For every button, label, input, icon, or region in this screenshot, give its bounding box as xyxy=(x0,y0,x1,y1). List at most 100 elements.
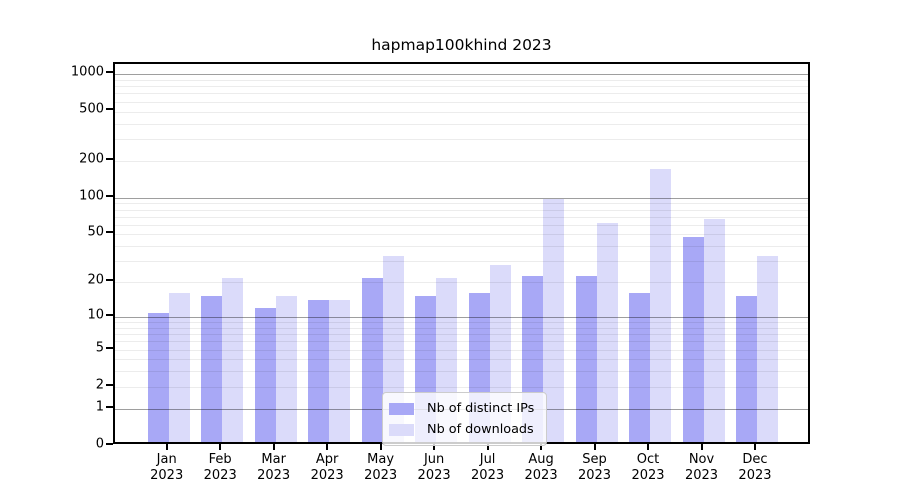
bar-distinct-ips-jan xyxy=(147,313,169,442)
x-tick-label-oct: Oct 2023 xyxy=(631,452,665,483)
grid-layer xyxy=(115,64,808,442)
y-tick-mark xyxy=(106,231,113,234)
x-tick-label-sep: Sep 2023 xyxy=(577,452,612,483)
y-tick-mark xyxy=(106,157,113,160)
bar-downloads-aug xyxy=(543,199,565,442)
gridline-minor xyxy=(115,322,808,324)
x-tick-label-jun: Jun 2023 xyxy=(417,452,451,483)
gridline-minor xyxy=(115,209,808,211)
y-tick-label: 500 xyxy=(79,101,104,117)
y-tick-mark xyxy=(106,346,113,349)
y-tick-label: 1000 xyxy=(70,64,104,80)
x-tick-label-nov: Nov 2023 xyxy=(684,452,719,483)
x-tick-mark xyxy=(647,444,650,450)
gridline-minor xyxy=(115,246,808,248)
x-tick-label-mar: Mar 2023 xyxy=(257,452,291,483)
y-tick-label: 20 xyxy=(87,272,104,288)
y-tick-mark xyxy=(106,279,113,282)
y-tick-mark xyxy=(106,383,113,386)
legend-row: Nb of downloads xyxy=(389,419,534,440)
gridline-major xyxy=(115,74,808,76)
x-tick-label-apr: Apr 2023 xyxy=(310,452,344,483)
gridline-minor xyxy=(115,349,808,351)
bar-downloads-feb xyxy=(222,278,244,442)
bar-downloads-sep xyxy=(596,222,618,442)
bar-distinct-ips-sep xyxy=(575,275,597,442)
gridline-minor xyxy=(115,341,808,343)
gridline-minor xyxy=(115,79,808,81)
bar-distinct-ips-nov xyxy=(682,237,704,442)
x-tick-label-feb: Feb 2023 xyxy=(203,452,237,483)
bar-downloads-nov xyxy=(703,219,725,442)
y-tick-mark xyxy=(106,108,113,111)
bar-downloads-dec xyxy=(756,255,778,442)
legend-swatch-downloads xyxy=(389,423,414,436)
y-tick-label: 0 xyxy=(95,436,104,452)
x-tick-mark xyxy=(753,444,756,450)
legend-label-downloads: Nb of downloads xyxy=(427,422,534,437)
y-tick-label: 5 xyxy=(95,340,104,356)
bar-distinct-ips-oct xyxy=(629,292,651,442)
bar-downloads-oct xyxy=(650,168,672,442)
y-tick-mark xyxy=(106,194,113,197)
gridline-minor xyxy=(115,203,808,205)
gridline-minor xyxy=(115,327,808,329)
gridline-minor xyxy=(115,261,808,263)
gridline-minor xyxy=(115,123,808,125)
bar-downloads-apr xyxy=(329,300,351,442)
gridline-minor xyxy=(115,160,808,162)
bar-distinct-ips-mar xyxy=(254,308,276,442)
legend-label-distinct-ips: Nb of distinct IPs xyxy=(427,401,535,416)
gridline-minor xyxy=(115,111,808,113)
gridline-minor xyxy=(115,138,808,140)
bar-distinct-ips-may xyxy=(361,278,383,442)
gridline-major xyxy=(115,317,808,318)
gridline-minor xyxy=(115,234,808,236)
gridline-minor xyxy=(115,371,808,373)
x-tick-label-jul: Jul 2023 xyxy=(471,452,505,483)
gridline-minor xyxy=(115,386,808,388)
y-tick-label: 1 xyxy=(95,399,104,415)
gridline-minor xyxy=(115,224,808,226)
x-tick-mark xyxy=(165,444,168,450)
bar-distinct-ips-feb xyxy=(201,296,223,442)
x-tick-label-aug: Aug 2023 xyxy=(524,452,558,483)
gridline-major xyxy=(115,197,808,199)
x-tick-mark xyxy=(219,444,222,450)
x-tick-label-dec: Dec 2023 xyxy=(738,452,772,483)
x-tick-mark xyxy=(700,444,703,450)
x-tick-mark xyxy=(326,444,329,450)
x-tick-mark xyxy=(433,444,436,450)
x-tick-mark xyxy=(593,444,596,450)
gridline-minor xyxy=(115,101,808,103)
y-tick-label: 100 xyxy=(79,188,104,204)
gridline-minor xyxy=(115,216,808,218)
legend-row: Nb of distinct IPs xyxy=(389,398,534,419)
gridline-minor xyxy=(115,86,808,88)
legend-swatch-distinct-ips xyxy=(389,402,414,415)
y-tick-mark xyxy=(106,313,113,316)
bar-downloads-jan xyxy=(168,292,190,442)
x-tick-label-may: May 2023 xyxy=(364,452,398,483)
gridline-minor xyxy=(115,334,808,336)
x-tick-mark xyxy=(379,444,382,450)
y-tick-label: 200 xyxy=(79,151,104,167)
y-tick-label: 50 xyxy=(87,224,104,240)
bar-downloads-mar xyxy=(275,296,297,442)
x-tick-mark xyxy=(486,444,489,450)
x-tick-mark xyxy=(272,444,275,450)
x-tick-label-jan: Jan 2023 xyxy=(150,452,184,483)
y-tick-mark xyxy=(106,443,113,445)
legend: Nb of distinct IPs Nb of downloads xyxy=(382,392,548,446)
bar-distinct-ips-dec xyxy=(735,296,757,442)
bar-distinct-ips-apr xyxy=(308,300,330,442)
y-tick-label: 10 xyxy=(87,307,104,323)
gridline-minor xyxy=(115,359,808,361)
y-tick-mark xyxy=(106,405,113,408)
plot-area: Nb of distinct IPs Nb of downloads xyxy=(113,62,810,446)
y-tick-mark xyxy=(106,71,113,74)
x-tick-mark xyxy=(540,444,543,450)
gridline-minor xyxy=(115,282,808,284)
y-tick-label: 2 xyxy=(95,377,104,393)
